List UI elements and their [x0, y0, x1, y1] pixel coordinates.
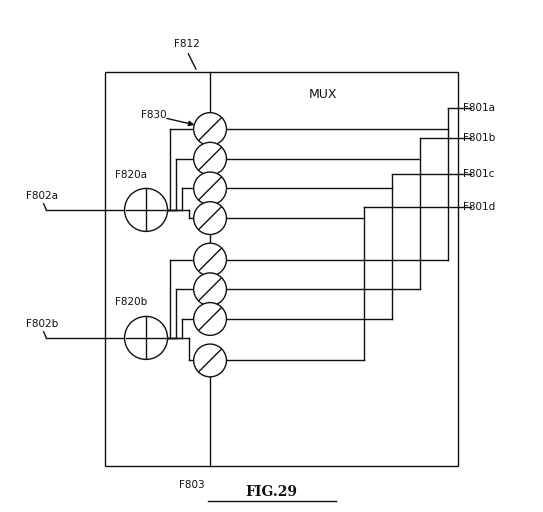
Text: MUX: MUX [308, 88, 337, 101]
Text: F803: F803 [179, 480, 205, 490]
Text: FIG.29: FIG.29 [245, 484, 298, 499]
Text: F801d: F801d [464, 202, 496, 212]
Text: F801a: F801a [464, 102, 496, 113]
Bar [105, 72, 458, 466]
Circle shape [194, 172, 226, 205]
Text: F820a: F820a [115, 170, 147, 180]
Text: F812: F812 [174, 38, 200, 49]
Circle shape [194, 273, 226, 306]
Circle shape [194, 142, 226, 175]
Circle shape [194, 303, 226, 335]
Text: F830: F830 [141, 110, 167, 120]
Circle shape [124, 316, 168, 359]
Text: F801b: F801b [464, 133, 496, 143]
Circle shape [194, 344, 226, 377]
Text: F801c: F801c [464, 169, 495, 179]
Circle shape [194, 202, 226, 234]
Circle shape [194, 243, 226, 276]
Text: F820b: F820b [115, 297, 148, 307]
Text: F802b: F802b [26, 318, 58, 329]
Circle shape [194, 113, 226, 145]
Circle shape [124, 188, 168, 231]
Text: F802a: F802a [26, 190, 58, 201]
